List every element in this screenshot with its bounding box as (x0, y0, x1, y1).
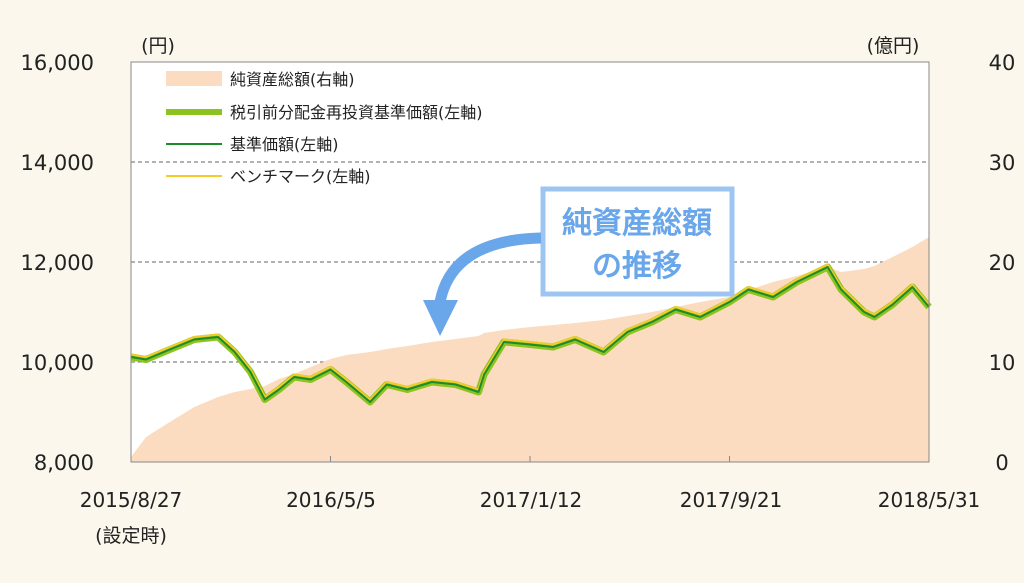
callout-arrow-curve (434, 232, 542, 304)
x-tick-marks (330, 456, 730, 462)
x-tick-label: 2016/5/5 (286, 488, 376, 512)
right-tick-label: 0 (995, 451, 1008, 475)
left-tick-label: 16,000 (21, 51, 94, 75)
net-assets-area (131, 237, 929, 462)
x-tick-label: 2018/5/31 (878, 488, 981, 512)
left-tick-label: 8,000 (34, 451, 94, 475)
legend-swatch-net-assets (166, 71, 222, 86)
callout-text-line2: の推移 (592, 249, 682, 284)
left-tick-label: 12,000 (21, 251, 94, 275)
right-tick-label: 40 (989, 51, 1016, 75)
left-axis-unit: (円) (141, 35, 175, 57)
callout-arrow-head (423, 300, 458, 336)
benchmark-line (130, 263, 930, 401)
left-tick-label: 10,000 (21, 351, 94, 375)
net-assets-callout: 純資産総額 の推移 (540, 186, 735, 297)
right-tick-label: 30 (989, 151, 1016, 175)
nav-line (130, 266, 930, 403)
callout-box (540, 186, 735, 297)
legend-label: 純資産総額(右軸) (230, 70, 355, 89)
legend-label: 税引前分配金再投資基準価額(左軸) (230, 103, 483, 122)
x-tick-label: 2017/1/12 (480, 488, 583, 512)
legend-label: 基準価額(左軸) (230, 135, 339, 154)
x-tick-sublabel: (設定時) (95, 525, 167, 547)
left-tick-label: 14,000 (21, 151, 94, 175)
legend-label: ベンチマーク(左軸) (230, 167, 371, 186)
x-tick-label: 2017/9/21 (680, 488, 783, 512)
right-tick-label: 10 (989, 351, 1016, 375)
legend: 純資産総額(右軸) 税引前分配金再投資基準価額(左軸) 基準価額(左軸) ベンチ… (166, 70, 483, 186)
right-tick-label: 20 (989, 251, 1016, 275)
callout-text-line1: 純資産総額 (562, 206, 712, 241)
x-tick-label: 2015/8/27 (80, 488, 183, 512)
right-axis-unit: (億円) (867, 35, 920, 57)
